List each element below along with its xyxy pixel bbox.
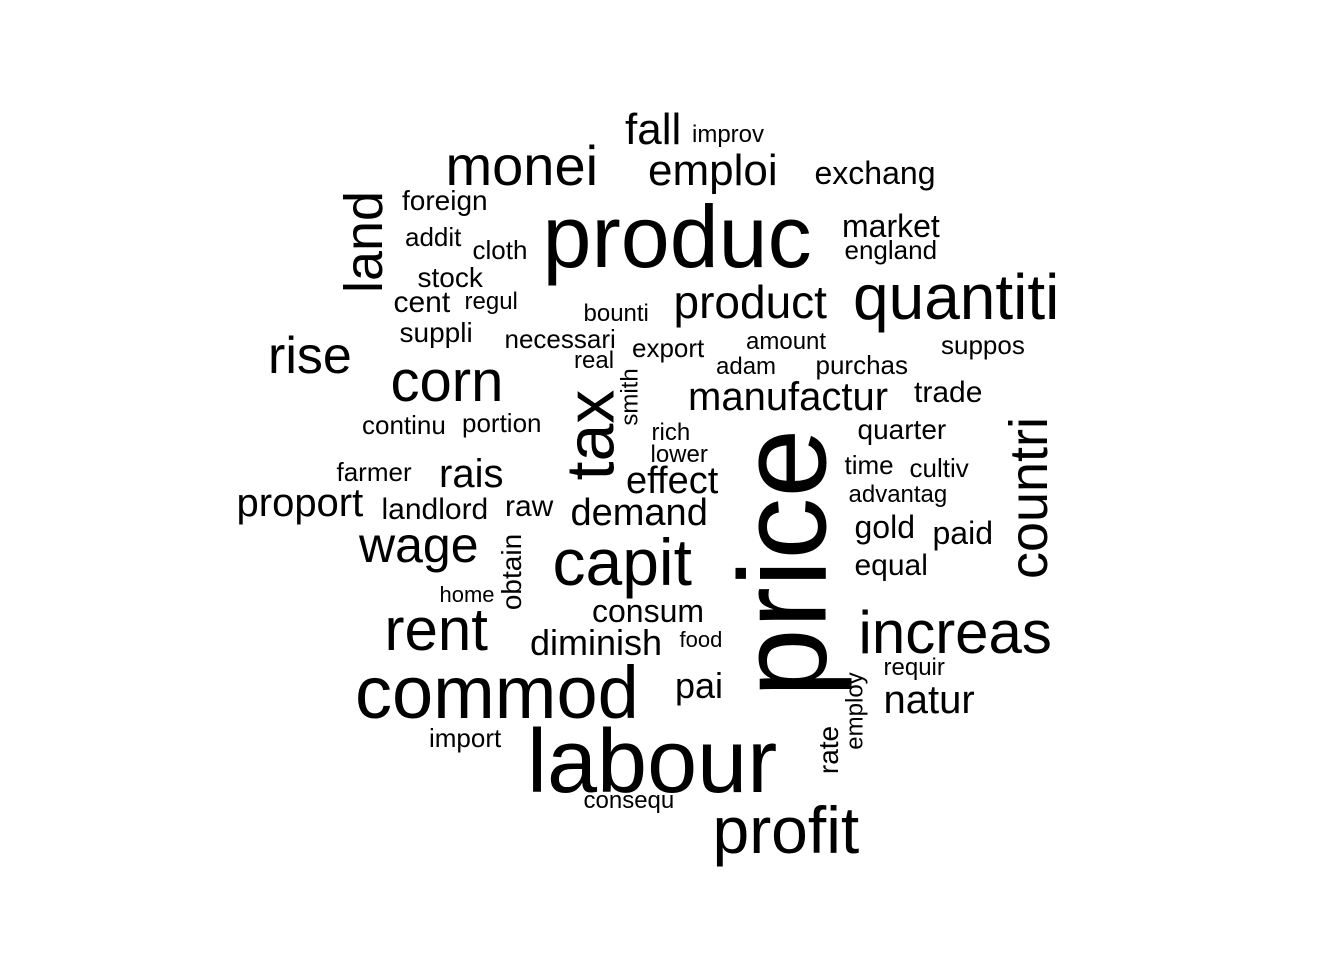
- word-regul: regul: [464, 288, 518, 315]
- word-suppli: suppli: [399, 317, 473, 348]
- word-equal: equal: [854, 549, 928, 582]
- word-profit: profit: [712, 793, 860, 867]
- word-purchas: purchas: [815, 350, 909, 380]
- word-rais: rais: [439, 452, 504, 496]
- word-adam: adam: [716, 353, 777, 380]
- word-foreign: foreign: [402, 185, 488, 216]
- word-rise: rise: [268, 327, 352, 385]
- word-export: export: [632, 333, 705, 363]
- word-cloth: cloth: [472, 235, 528, 265]
- word-market: market: [842, 208, 940, 244]
- word-exchang: exchang: [814, 155, 936, 191]
- word-proport: proport: [236, 481, 364, 525]
- word-land: land: [334, 190, 395, 294]
- word-corn: corn: [390, 349, 504, 414]
- word-stock: stock: [417, 262, 483, 293]
- word-quantiti: quantiti: [853, 261, 1060, 333]
- word-necessari: necessari: [504, 324, 616, 354]
- word-produc: produc: [542, 187, 812, 286]
- word-effect: effect: [626, 460, 719, 502]
- word-demand: demand: [570, 492, 708, 534]
- word-consum: consum: [592, 593, 705, 629]
- word-advantag: advantag: [848, 481, 948, 508]
- word-trade: trade: [914, 376, 983, 409]
- word-countri: countri: [999, 416, 1060, 580]
- word-employ: employ: [841, 672, 869, 750]
- word-suppos: suppos: [941, 330, 1025, 360]
- word-real: real: [574, 347, 615, 374]
- word-product: product: [673, 276, 827, 328]
- word-cultiv: cultiv: [909, 453, 969, 483]
- word-england: england: [844, 235, 938, 265]
- word-quarter: quarter: [857, 414, 947, 445]
- word-labour: labour: [527, 712, 778, 812]
- word-paid: paid: [932, 515, 994, 551]
- word-obtain: obtain: [496, 533, 528, 611]
- word-farmer: farmer: [336, 457, 412, 487]
- word-diminish: diminish: [530, 622, 663, 663]
- word-smith: smith: [616, 368, 644, 426]
- word-rich: rich: [651, 419, 691, 446]
- word-lower: lower: [650, 441, 708, 468]
- word-continu: continu: [362, 410, 446, 440]
- word-capit: capit: [552, 525, 692, 599]
- word-requir: requir: [883, 654, 945, 681]
- word-monei: monei: [445, 134, 599, 197]
- word-manufactur: manufactur: [688, 375, 889, 419]
- word-commod: commod: [355, 651, 639, 734]
- word-addit: addit: [405, 222, 462, 252]
- word-import: import: [429, 723, 502, 753]
- word-gold: gold: [854, 509, 916, 545]
- word-rate: rate: [813, 725, 845, 775]
- word-food: food: [679, 627, 723, 652]
- word-amount: amount: [746, 328, 827, 355]
- word-natur: natur: [883, 678, 975, 722]
- word-improv: improv: [692, 121, 765, 148]
- word-rent: rent: [384, 596, 488, 663]
- word-price: price: [713, 428, 852, 698]
- word-cent: cent: [393, 286, 451, 319]
- word-pai: pai: [675, 665, 724, 706]
- word-bounti: bounti: [583, 300, 649, 327]
- word-home: home: [439, 582, 495, 607]
- word-landlord: landlord: [381, 493, 489, 526]
- word-consequ: consequ: [583, 787, 675, 814]
- word-emploi: emploi: [648, 146, 778, 195]
- word-raw: raw: [505, 490, 554, 523]
- word-increas: increas: [858, 599, 1052, 666]
- word-fall: fall: [625, 105, 682, 154]
- word-portion: portion: [462, 408, 542, 438]
- word-tax: tax: [551, 389, 628, 481]
- word-wage: wage: [359, 517, 479, 573]
- word-time: time: [844, 450, 894, 480]
